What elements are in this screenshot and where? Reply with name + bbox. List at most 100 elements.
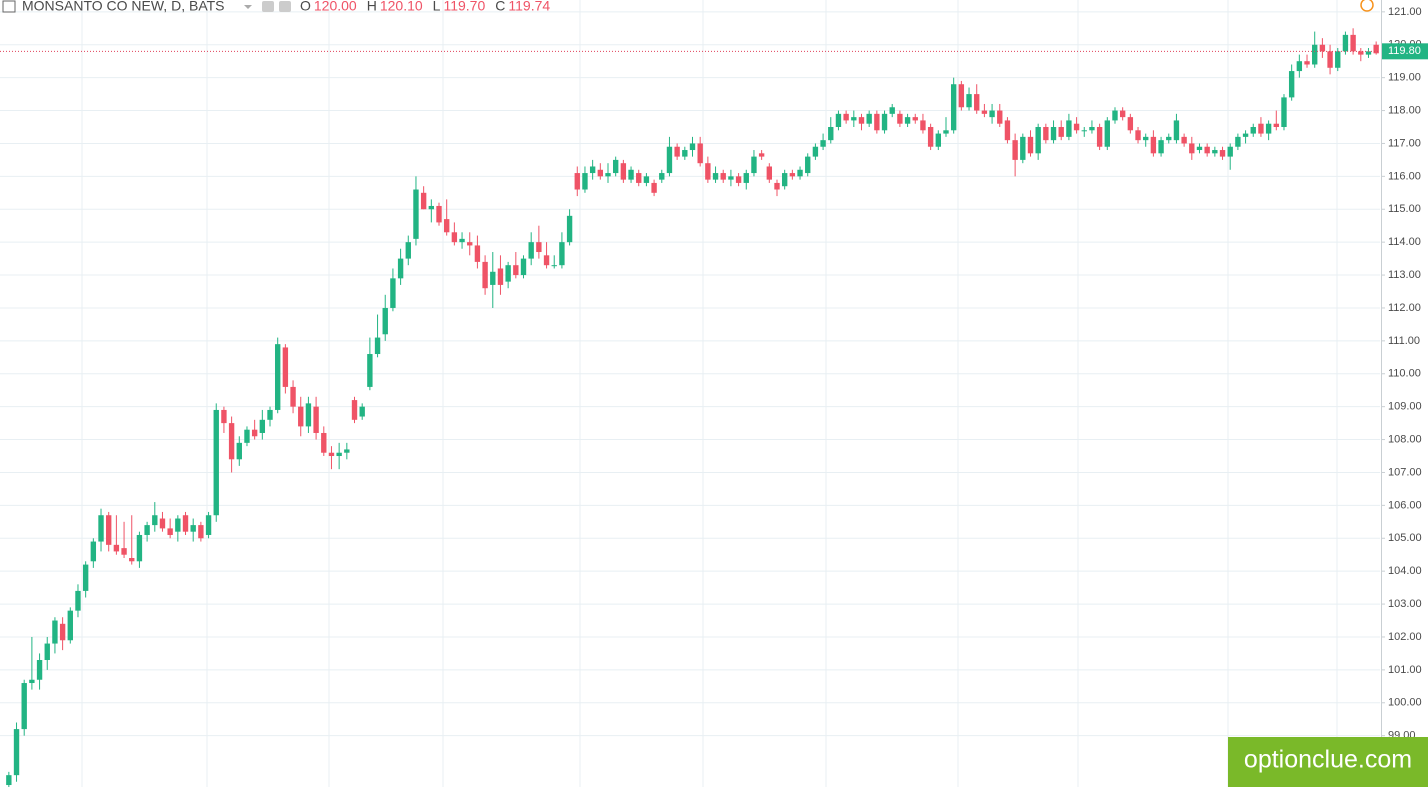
y-tick-label: 101.00 [1388,664,1422,676]
candle-body [52,620,58,644]
candle-body [251,429,258,437]
candle-body [728,176,734,180]
candle-body [13,729,20,776]
candle-body [1119,110,1126,118]
candle-body [881,113,888,131]
candle-body [935,133,941,147]
legend-key: O [300,0,311,14]
candle-body [1358,51,1364,55]
candle-body [267,409,273,420]
candle-body [589,166,596,174]
candle-body [29,679,35,684]
header: MONSANTO CO NEW, D, BATS O 120.00 H 120.10 L… [2,0,550,14]
candle-body [927,126,934,147]
candle-body [551,265,557,267]
candle-body [1173,120,1180,141]
candle-body [205,515,212,535]
candle-body [1081,130,1087,132]
candle-body [858,117,865,124]
candle-body [797,169,803,177]
candle-body [113,544,120,552]
candle-body [766,166,773,180]
legend-key: L [433,0,441,14]
candle-body [666,146,673,174]
candle-body [75,590,81,611]
candle-body [1242,133,1249,137]
candle-body [1373,44,1379,54]
candle-body [1004,120,1011,141]
candle-body [997,110,1003,124]
candle-body [374,337,381,355]
candle-body [851,117,857,121]
candle-body [805,156,811,174]
candle-body [1350,34,1356,52]
watermark: optionclue.com [1244,746,1412,774]
menu-icon [2,0,16,13]
candle-body [59,623,66,641]
candle-body [1235,136,1241,147]
y-tick-label: 104.00 [1388,565,1422,577]
candle-body [574,173,580,190]
candle-body [1204,146,1210,154]
candle-body [444,219,450,233]
candle-body [198,525,204,539]
candle-body [144,525,150,535]
candle-body [290,386,296,407]
candle-body [1181,136,1187,144]
candle-body [1043,126,1049,141]
candle-body [36,660,43,680]
y-tick-label: 115.00 [1388,203,1421,215]
candle-body [305,403,312,427]
y-tick-label: 100.00 [1388,697,1422,709]
candle-body [950,84,957,131]
candle-body [136,534,143,562]
candle-body [1035,126,1041,154]
candle-body [889,107,895,114]
candle-body [1150,136,1157,154]
candle-body [490,271,496,285]
candle-body [244,429,250,443]
candle-body [497,268,504,285]
icon [279,1,291,12]
candle-body [828,126,834,141]
candle-body [781,173,788,187]
candle-body [904,117,911,124]
candle-body [467,242,473,246]
candle-body [1104,120,1110,147]
icon [262,1,274,12]
y-tick-label: 110.00 [1388,368,1421,380]
candle-body [636,173,642,183]
candle-body [620,163,627,180]
candle-body [282,347,289,387]
candle-body [390,278,396,308]
watermark-box [1228,737,1428,787]
candle-body [789,173,796,177]
candle-body [221,409,227,424]
y-tick-label: 113.00 [1388,269,1421,281]
legend-value: 120.00 [314,0,357,14]
candle-body [1135,130,1141,141]
candle-body [751,156,757,174]
candle-body [528,242,534,259]
candle-body [275,344,281,410]
candle-body [897,113,903,124]
candle-body [1073,123,1080,131]
candle-body [436,205,442,223]
y-tick-label: 107.00 [1388,466,1422,478]
y-tick-label: 116.00 [1388,170,1421,182]
candle-body [1250,126,1256,134]
candle-body [1066,120,1072,137]
candle-body [1273,123,1279,127]
candle-body [1227,146,1233,157]
candle-body [712,173,719,180]
candle-body [175,518,181,532]
candle-body [1319,44,1326,52]
candle-body [628,169,634,180]
y-tick-label: 108.00 [1388,433,1422,445]
candle-body [989,110,995,118]
candle-body [106,515,112,545]
candle-body [643,176,650,183]
candle-body [298,406,304,427]
dropdown-icon [244,5,252,9]
